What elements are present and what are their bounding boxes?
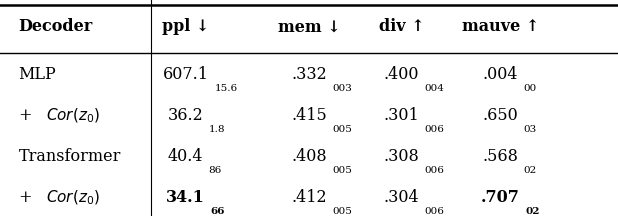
Text: .650: .650 <box>483 107 519 124</box>
Text: +: + <box>19 107 37 124</box>
Text: .004: .004 <box>483 66 519 83</box>
Text: .415: .415 <box>291 107 327 124</box>
Text: 006: 006 <box>425 166 444 175</box>
Text: 02: 02 <box>523 166 537 175</box>
Text: +: + <box>19 189 37 206</box>
Text: Decoder: Decoder <box>19 18 93 35</box>
Text: 005: 005 <box>332 166 352 175</box>
Text: 02: 02 <box>526 207 540 216</box>
Text: ppl ↓: ppl ↓ <box>162 18 209 35</box>
Text: 005: 005 <box>332 207 352 216</box>
Text: 15.6: 15.6 <box>215 84 238 93</box>
Text: .707: .707 <box>481 189 520 206</box>
Text: 86: 86 <box>208 166 222 175</box>
Text: .308: .308 <box>384 148 420 165</box>
Text: 03: 03 <box>523 125 537 134</box>
Text: 005: 005 <box>332 125 352 134</box>
Text: .304: .304 <box>384 189 420 206</box>
Text: 003: 003 <box>332 84 352 93</box>
Text: $Cor(z_0)$: $Cor(z_0)$ <box>46 188 100 207</box>
Text: 34.1: 34.1 <box>166 189 205 206</box>
Text: 006: 006 <box>425 125 444 134</box>
Text: Transformer: Transformer <box>19 148 121 165</box>
Text: 00: 00 <box>523 84 537 93</box>
Text: $Cor(z_0)$: $Cor(z_0)$ <box>46 106 100 125</box>
Text: .412: .412 <box>291 189 327 206</box>
Text: 006: 006 <box>425 207 444 216</box>
Text: .568: .568 <box>483 148 519 165</box>
Text: 004: 004 <box>425 84 444 93</box>
Text: mem ↓: mem ↓ <box>277 18 341 35</box>
Text: .408: .408 <box>291 148 327 165</box>
Text: 607.1: 607.1 <box>163 66 208 83</box>
Text: .301: .301 <box>384 107 420 124</box>
Text: 66: 66 <box>211 207 225 216</box>
Text: 1.8: 1.8 <box>208 125 225 134</box>
Text: 36.2: 36.2 <box>167 107 203 124</box>
Text: MLP: MLP <box>19 66 56 83</box>
Text: .332: .332 <box>291 66 327 83</box>
Text: .400: .400 <box>384 66 420 83</box>
Text: div ↑: div ↑ <box>379 18 425 35</box>
Text: 40.4: 40.4 <box>167 148 203 165</box>
Text: mauve ↑: mauve ↑ <box>462 18 539 35</box>
